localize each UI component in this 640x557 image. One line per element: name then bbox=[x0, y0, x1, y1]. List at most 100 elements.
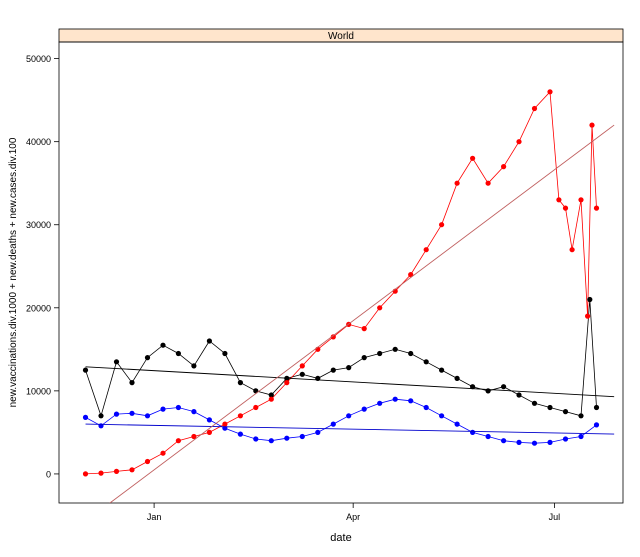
point-deaths-33 bbox=[593, 422, 600, 428]
point-cases-19 bbox=[377, 350, 383, 357]
y-tick-label-2: 20000 bbox=[26, 303, 51, 313]
point-cases-25 bbox=[470, 384, 476, 390]
point-deaths-29 bbox=[531, 440, 538, 446]
point-deaths-5 bbox=[160, 406, 166, 412]
point-cases-32 bbox=[578, 413, 584, 419]
point-vaccinations-22 bbox=[423, 247, 429, 253]
point-vaccinations-26 bbox=[485, 180, 491, 186]
fit-line-deaths bbox=[85, 423, 615, 435]
point-deaths-3 bbox=[129, 410, 135, 416]
point-cases-17 bbox=[346, 365, 352, 371]
point-deaths-25 bbox=[470, 429, 476, 435]
fit-lines bbox=[85, 124, 615, 503]
point-vaccinations-18 bbox=[361, 326, 367, 332]
point-deaths-27 bbox=[501, 438, 507, 444]
point-vaccinations-12 bbox=[268, 396, 274, 402]
point-cases-31 bbox=[562, 409, 569, 415]
y-axis-label: new.vaccinations.div.1000 + new.deaths +… bbox=[8, 137, 19, 407]
fit-line-cases bbox=[85, 366, 615, 398]
point-deaths-28 bbox=[516, 439, 522, 445]
point-deaths-15 bbox=[315, 429, 321, 435]
y-tick-label-1: 10000 bbox=[26, 386, 51, 396]
point-vaccinations-4 bbox=[144, 458, 151, 465]
point-cases-6 bbox=[175, 350, 181, 357]
point-vaccinations-30 bbox=[547, 89, 553, 95]
point-deaths-8 bbox=[206, 417, 212, 423]
point-cases-14 bbox=[299, 371, 305, 377]
axes: 0 10000 20000 30000 40000 50000 Jan Apr Jul date n… bbox=[8, 54, 560, 544]
point-vaccinations-16 bbox=[330, 334, 336, 340]
point-deaths-14 bbox=[299, 433, 305, 440]
point-deaths-17 bbox=[346, 413, 352, 419]
point-deaths-30 bbox=[547, 439, 553, 445]
y-tick-label-5: 50000 bbox=[26, 54, 51, 64]
point-vaccinations-28 bbox=[516, 139, 522, 145]
point-deaths-22 bbox=[423, 404, 429, 411]
point-cases-21 bbox=[408, 350, 414, 357]
point-cases-12 bbox=[268, 392, 274, 398]
point-vaccinations-27 bbox=[501, 164, 507, 170]
point-cases-23 bbox=[439, 367, 445, 373]
point-cases-2 bbox=[113, 359, 120, 365]
point-deaths-11 bbox=[253, 436, 259, 442]
point-deaths-7 bbox=[191, 409, 197, 415]
point-deaths-32 bbox=[578, 433, 584, 440]
point-vaccinations-3 bbox=[129, 467, 135, 473]
point-vaccinations-8 bbox=[206, 429, 212, 435]
point-cases-8 bbox=[206, 338, 212, 344]
point-cases-34 bbox=[593, 404, 600, 411]
point-deaths-13 bbox=[284, 435, 290, 441]
point-deaths-12 bbox=[268, 438, 274, 444]
point-cases-1 bbox=[98, 413, 104, 419]
point-deaths-10 bbox=[237, 431, 243, 437]
y-tick-label-3: 30000 bbox=[26, 220, 51, 230]
point-vaccinations-24 bbox=[454, 180, 460, 186]
point-deaths-19 bbox=[377, 400, 383, 406]
point-vaccinations-2 bbox=[113, 468, 120, 474]
point-vaccinations-19 bbox=[377, 305, 383, 311]
point-vaccinations-34 bbox=[578, 197, 584, 203]
series-points bbox=[82, 89, 600, 477]
point-cases-0 bbox=[82, 367, 89, 373]
y-tick-label-0: 0 bbox=[46, 469, 51, 479]
point-cases-7 bbox=[191, 363, 197, 369]
x-axis-label: date bbox=[330, 532, 351, 544]
point-cases-18 bbox=[361, 355, 367, 361]
point-cases-4 bbox=[144, 355, 151, 361]
point-vaccinations-11 bbox=[253, 404, 259, 411]
point-vaccinations-0 bbox=[82, 471, 89, 477]
point-deaths-26 bbox=[485, 433, 491, 440]
point-cases-24 bbox=[454, 375, 460, 381]
point-vaccinations-23 bbox=[439, 222, 445, 228]
point-cases-9 bbox=[222, 350, 228, 357]
point-cases-29 bbox=[531, 400, 538, 406]
point-cases-16 bbox=[330, 367, 336, 373]
point-deaths-16 bbox=[330, 421, 336, 427]
point-vaccinations-21 bbox=[408, 272, 414, 278]
fit-line-vaccinations bbox=[109, 124, 615, 503]
point-cases-30 bbox=[547, 404, 553, 411]
x-tick-label-0: Jan bbox=[147, 512, 162, 522]
point-deaths-4 bbox=[144, 413, 151, 419]
point-cases-5 bbox=[160, 342, 166, 348]
point-cases-33 bbox=[587, 296, 593, 303]
point-deaths-24 bbox=[454, 421, 460, 427]
point-vaccinations-33 bbox=[569, 247, 575, 253]
point-vaccinations-36 bbox=[589, 122, 595, 128]
point-cases-27 bbox=[501, 384, 507, 390]
x-tick-label-2: Jul bbox=[549, 512, 561, 522]
series-line-vaccinations bbox=[85, 90, 597, 475]
point-vaccinations-25 bbox=[470, 155, 476, 161]
point-cases-3 bbox=[129, 380, 135, 386]
point-vaccinations-13 bbox=[284, 380, 290, 386]
point-deaths-21 bbox=[408, 398, 414, 404]
point-vaccinations-37 bbox=[593, 205, 600, 211]
point-vaccinations-32 bbox=[562, 205, 569, 211]
series-line-cases bbox=[85, 299, 597, 418]
x-tick-label-1: Apr bbox=[346, 512, 360, 522]
point-vaccinations-6 bbox=[175, 438, 181, 444]
point-deaths-23 bbox=[439, 413, 445, 419]
point-vaccinations-5 bbox=[160, 450, 166, 456]
